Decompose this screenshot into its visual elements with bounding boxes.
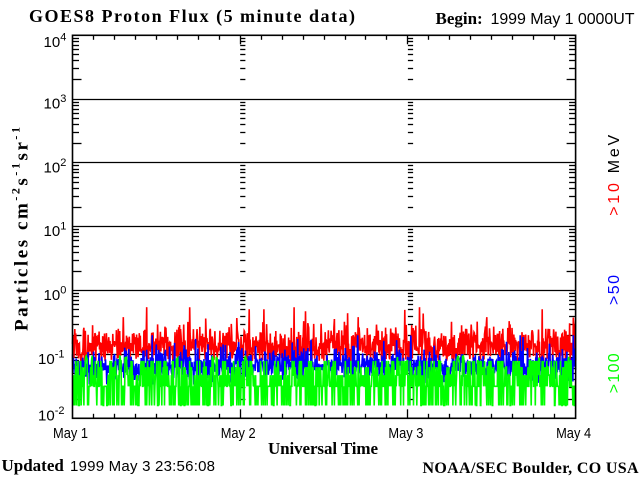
svg-text:>100: >100 bbox=[606, 353, 623, 393]
svg-text:100: 100 bbox=[44, 285, 67, 305]
svg-text:May 4: May 4 bbox=[556, 425, 591, 442]
svg-text:Begin:: Begin: bbox=[436, 9, 483, 28]
svg-text:102: 102 bbox=[44, 157, 67, 177]
svg-text:>50: >50 bbox=[606, 275, 623, 305]
svg-text:Particles cm-2s-1sr-1: Particles cm-2s-1sr-1 bbox=[9, 127, 33, 331]
svg-text:103: 103 bbox=[44, 93, 67, 113]
svg-text:101: 101 bbox=[44, 221, 67, 241]
svg-text:1999 May 1 0000UT: 1999 May 1 0000UT bbox=[491, 11, 635, 28]
svg-text:10-1: 10-1 bbox=[38, 348, 64, 368]
svg-text:Universal Time: Universal Time bbox=[268, 439, 378, 458]
svg-text:NOAA/SEC Boulder, CO USA: NOAA/SEC Boulder, CO USA bbox=[423, 460, 639, 477]
svg-text:May 1: May 1 bbox=[53, 425, 88, 442]
svg-text:May 2: May 2 bbox=[221, 425, 256, 442]
svg-text:Updated: Updated bbox=[2, 456, 65, 475]
svg-text:May 3: May 3 bbox=[388, 425, 423, 442]
svg-text:GOES8 Proton Flux (5 minute da: GOES8 Proton Flux (5 minute data) bbox=[29, 6, 355, 27]
svg-text:104: 104 bbox=[44, 32, 67, 52]
svg-text:1999 May 3 23:56:08: 1999 May 3 23:56:08 bbox=[70, 458, 215, 475]
svg-text:10-2: 10-2 bbox=[38, 405, 64, 425]
